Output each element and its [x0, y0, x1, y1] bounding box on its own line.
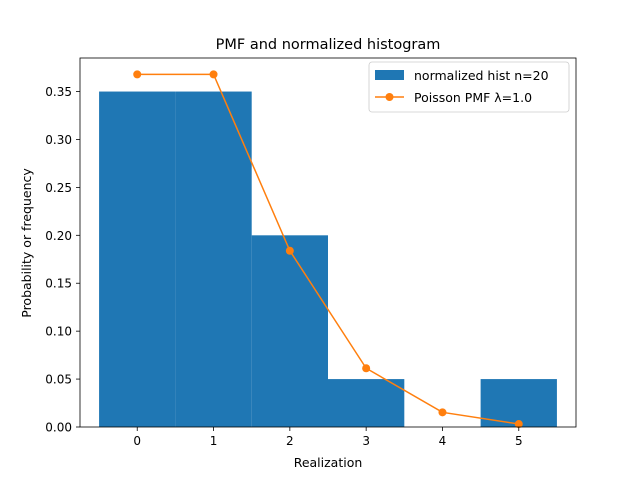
histogram-bar-5: [480, 379, 557, 427]
pmf-point-0: [133, 70, 142, 79]
histogram-bar-3: [328, 379, 405, 427]
x-tick-label: 0: [133, 434, 141, 448]
plot-frame: [79, 57, 577, 428]
y-axis-label: Probability or frequency: [19, 168, 34, 318]
y-tick-label: 0.35: [45, 85, 72, 99]
chart-title: PMF and normalized histogram: [216, 37, 441, 53]
legend-swatch-pmf-marker: [385, 93, 394, 101]
histogram-bar-2: [251, 235, 328, 427]
histogram-bar-1: [175, 91, 252, 427]
histogram-bars: [99, 91, 557, 427]
y-tick-label: 0.00: [45, 421, 72, 435]
y-axis-ticks: 0.00 0.05 0.10 0.15 0.20 0.25 0.30 0.35: [45, 85, 80, 435]
legend-frame: [368, 61, 570, 113]
pmf-point-3: [362, 364, 371, 373]
legend-label-pmf: Poisson PMF λ=1.0: [414, 90, 532, 105]
y-tick-label: 0.05: [45, 373, 72, 387]
histogram-bar-0: [99, 91, 176, 427]
x-tick-label: 1: [210, 434, 218, 448]
legend: normalized hist n=20 Poisson PMF λ=1.0: [368, 61, 570, 113]
pmf-point-5: [514, 420, 523, 429]
y-tick-label: 0.20: [45, 229, 72, 243]
x-tick-label: 4: [439, 434, 447, 448]
x-tick-label: 2: [286, 434, 294, 448]
pmf-line: [137, 73, 519, 425]
pmf-line-layer: [133, 70, 523, 429]
y-tick-label: 0.25: [45, 181, 72, 195]
x-axis-label: Realization: [294, 455, 363, 470]
y-tick-label: 0.15: [45, 277, 72, 291]
y-tick-label: 0.30: [45, 133, 72, 147]
x-tick-label: 3: [362, 434, 370, 448]
legend-label-histogram: normalized hist n=20: [414, 68, 549, 83]
legend-swatch-histogram: [375, 70, 404, 80]
x-axis-ticks: 0 1 2 3 4 5: [133, 427, 523, 448]
pmf-point-2: [285, 246, 294, 255]
y-tick-label: 0.10: [45, 325, 72, 339]
pmf-point-4: [438, 408, 447, 417]
pmf-point-1: [209, 70, 218, 79]
x-tick-label: 5: [515, 434, 523, 448]
